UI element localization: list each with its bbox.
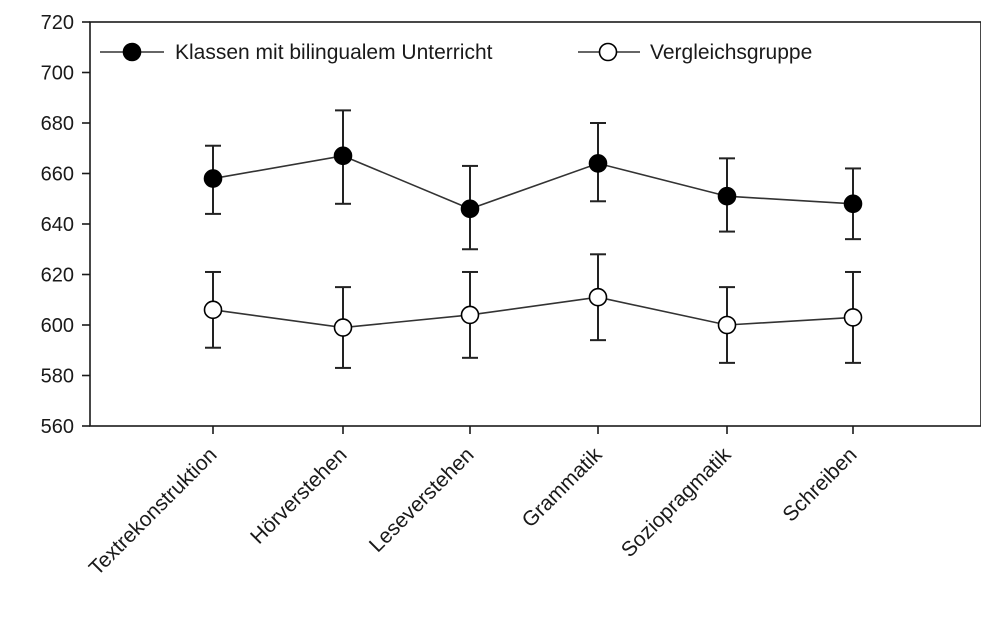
- series-line: [212, 296, 854, 329]
- legend-label: Vergleichsgruppe: [650, 41, 812, 64]
- legend-label: Klassen mit bilingualem Unterricht: [175, 41, 493, 64]
- data-point: [333, 318, 353, 337]
- x-tick-label: Schreiben: [778, 443, 861, 526]
- data-point: [717, 315, 737, 335]
- x-tick-label: Textrekonstruktion: [85, 443, 222, 580]
- data-point: [203, 169, 223, 188]
- x-tick-label: Leseverstehen: [365, 443, 479, 557]
- y-tick-label: 700: [41, 63, 74, 85]
- y-tick-label: 600: [41, 315, 74, 337]
- y-tick-label: 640: [41, 214, 74, 236]
- legend-marker: [122, 42, 142, 62]
- data-point: [843, 194, 863, 214]
- x-tick-label: Hörverstehen: [246, 443, 351, 548]
- y-tick-label: 680: [41, 113, 74, 135]
- y-tick-label: 560: [41, 416, 74, 438]
- y-tick-label: 620: [41, 265, 74, 287]
- series-line: [212, 154, 854, 210]
- x-tick-label: Grammatik: [518, 443, 607, 532]
- y-tick-label: 660: [41, 164, 74, 186]
- plot-frame: [89, 21, 981, 427]
- y-tick-label: 580: [41, 366, 74, 388]
- legend-marker: [598, 42, 618, 62]
- y-tick-label: 720: [41, 12, 74, 34]
- data-point: [843, 308, 863, 327]
- data-point: [717, 186, 737, 206]
- data-point: [203, 300, 223, 320]
- data-point: [333, 146, 353, 166]
- x-tick-label: Soziopragmatik: [617, 443, 736, 562]
- data-point: [588, 287, 608, 307]
- data-point: [460, 305, 480, 325]
- data-point: [460, 199, 480, 219]
- data-point: [588, 154, 608, 173]
